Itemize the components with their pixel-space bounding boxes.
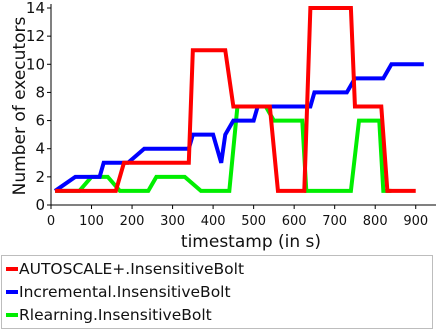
x-tick-label: 800 (363, 214, 388, 229)
series-line-autoscale (55, 6, 416, 193)
y-tick-label: 12 (26, 27, 45, 45)
x-tick-label: 100 (79, 214, 104, 229)
series-line-incremental (53, 62, 424, 193)
x-tick-label: 900 (403, 214, 428, 229)
x-axis-label: timestamp (in s) (181, 232, 321, 252)
y-tick-label: 10 (26, 55, 45, 73)
legend-swatch-autoscale (6, 267, 18, 271)
y-tick-label: 8 (35, 83, 45, 101)
x-ticks: 0 100 200 300 400 500 600 700 800 900 (47, 205, 428, 229)
y-ticks: 0 2 4 6 8 10 12 14 (26, 0, 51, 214)
axes (50, 4, 436, 206)
legend-label-rlearning: Rlearning.InsensitiveBolt (19, 306, 212, 324)
legend-swatch-incremental (6, 290, 18, 294)
y-tick-label: 0 (35, 196, 45, 214)
y-axis-label: Number of executors (10, 17, 30, 196)
legend: AUTOSCALE+.InsensitiveBolt Incremental.I… (1, 255, 433, 329)
legend-label-autoscale: AUTOSCALE+.InsensitiveBolt (19, 260, 245, 278)
legend-item-autoscale: AUTOSCALE+.InsensitiveBolt (6, 258, 244, 280)
legend-item-rlearning: Rlearning.InsensitiveBolt (6, 304, 212, 326)
y-tick-label: 2 (35, 168, 45, 186)
x-tick-label: 300 (160, 214, 185, 229)
legend-item-incremental: Incremental.InsensitiveBolt (6, 281, 231, 303)
x-tick-label: 500 (241, 214, 266, 229)
x-tick-label: 200 (120, 214, 145, 229)
y-tick-label: 4 (35, 140, 45, 158)
x-tick-label: 400 (201, 214, 226, 229)
x-tick-label: 700 (322, 214, 347, 229)
x-tick-label: 0 (47, 214, 55, 229)
x-tick-label: 600 (282, 214, 307, 229)
plot-lines (53, 6, 424, 193)
line-chart: 0 2 4 6 8 10 12 14 0 100 200 300 400 500 600 700 800 900… (10, 0, 436, 252)
legend-label-incremental: Incremental.InsensitiveBolt (19, 283, 231, 301)
y-tick-label: 6 (35, 112, 45, 130)
legend-swatch-rlearning (6, 313, 18, 317)
y-tick-label: 14 (26, 0, 45, 17)
